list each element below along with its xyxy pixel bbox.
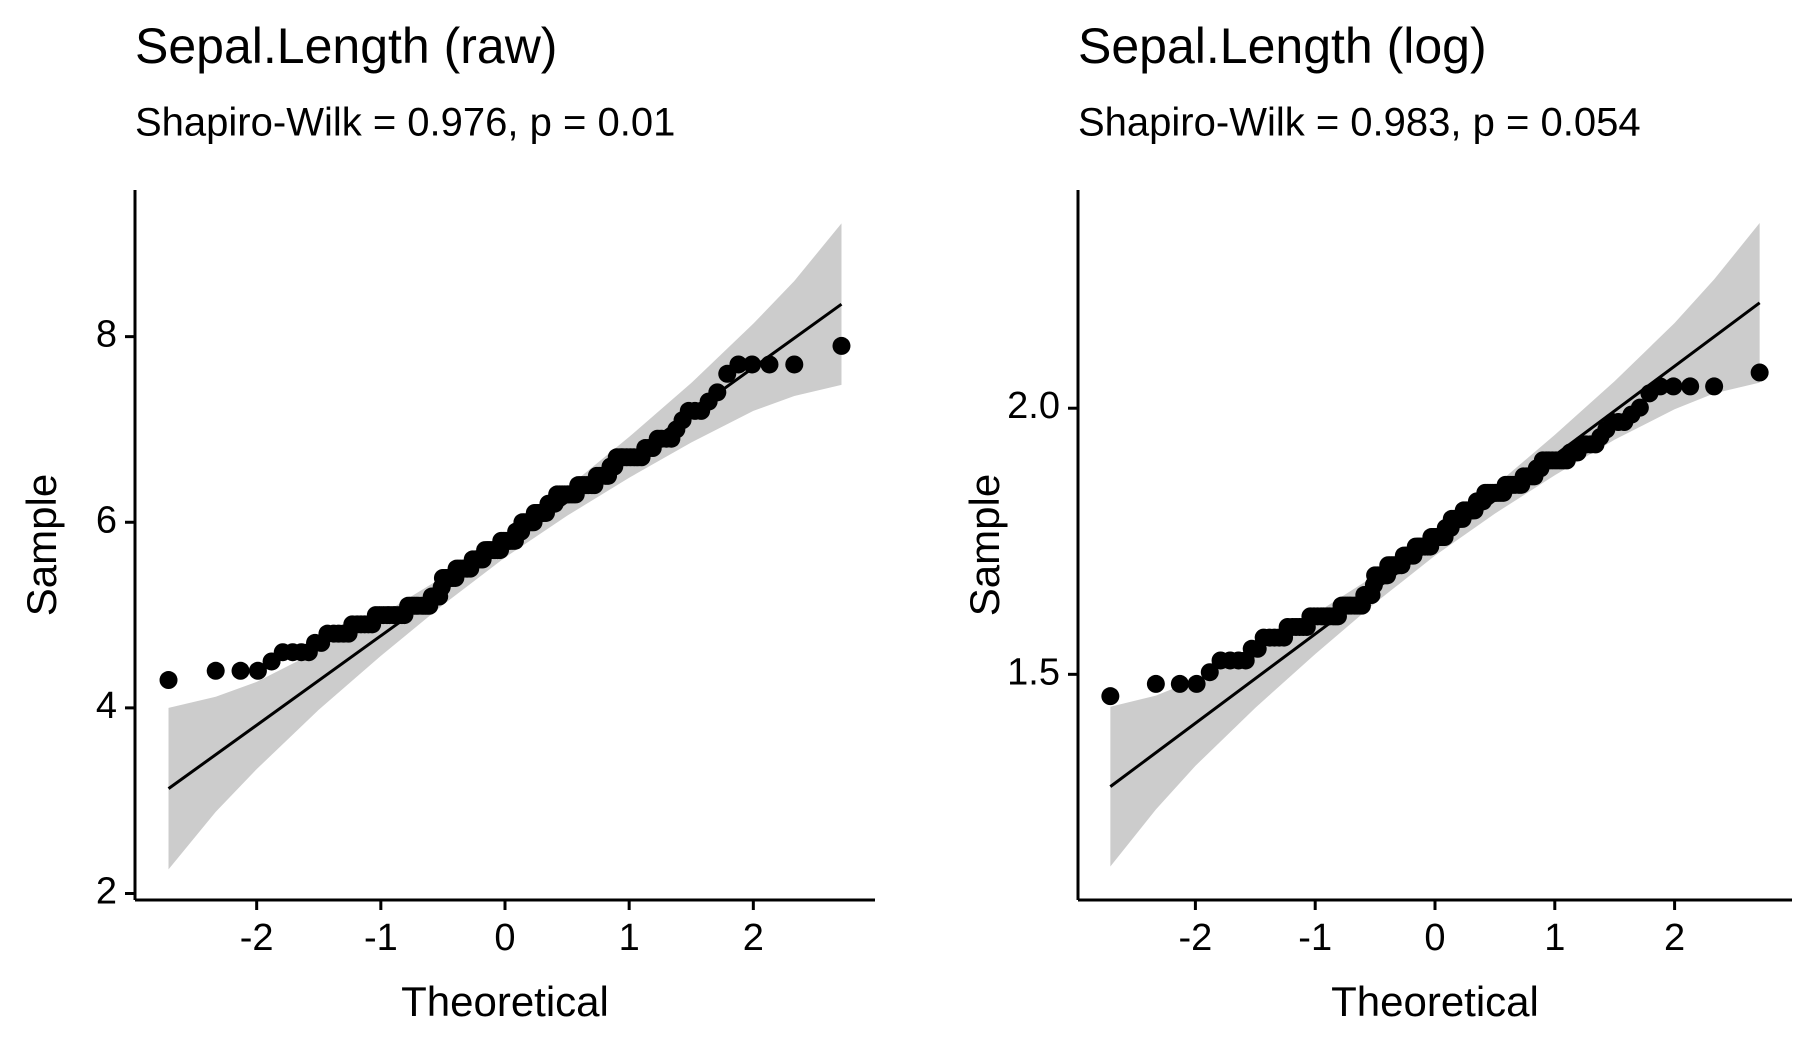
x-tick-label: 0 <box>494 917 515 959</box>
x-tick-label: 2 <box>1664 917 1685 959</box>
point <box>760 355 779 374</box>
point <box>231 661 250 680</box>
y-axis-title: Sample <box>961 474 1008 616</box>
point <box>1681 377 1700 396</box>
y-tick-label: 1.5 <box>1007 651 1060 693</box>
y-tick-label: 6 <box>96 499 117 541</box>
point <box>1664 377 1683 396</box>
point <box>743 355 762 374</box>
x-tick-label: 1 <box>1544 917 1565 959</box>
y-tick-label: 8 <box>96 314 117 356</box>
x-tick-label: 1 <box>619 917 640 959</box>
panel-title: Sepal.Length (log) <box>1078 18 1487 74</box>
panel: Sepal.Length (log) Shapiro-Wilk = 0.983, … <box>961 18 1792 1025</box>
x-axis-title: Theoretical <box>401 978 609 1025</box>
point <box>159 671 178 690</box>
x-tick-label: -1 <box>364 917 398 959</box>
point <box>832 336 851 355</box>
point <box>1101 687 1120 706</box>
x-tick-label: -2 <box>240 917 274 959</box>
point <box>1187 674 1206 693</box>
y-tick-label: 4 <box>96 685 117 727</box>
x-tick-label: -1 <box>1298 917 1332 959</box>
panel-subtitle: Shapiro-Wilk = 0.983, p = 0.054 <box>1078 101 1641 145</box>
x-axis-title: Theoretical <box>1331 978 1539 1025</box>
point <box>248 661 267 680</box>
panel-title: Sepal.Length (raw) <box>135 18 557 74</box>
point <box>1200 663 1219 682</box>
point <box>1630 398 1649 417</box>
point <box>1170 674 1189 693</box>
x-tick-label: 2 <box>743 917 764 959</box>
point <box>1651 377 1670 396</box>
y-axis-title: Sample <box>18 474 65 616</box>
point <box>1705 377 1724 396</box>
point <box>206 661 225 680</box>
panel-subtitle: Shapiro-Wilk = 0.976, p = 0.01 <box>135 101 675 145</box>
y-tick-label: 2.0 <box>1007 385 1060 427</box>
x-tick-label: 0 <box>1424 917 1445 959</box>
point <box>729 355 748 374</box>
panel: Sepal.Length (raw) Shapiro-Wilk = 0.976, … <box>18 18 875 1025</box>
y-tick-label: 2 <box>96 871 117 913</box>
point <box>785 355 804 374</box>
x-tick-label: -2 <box>1179 917 1213 959</box>
point <box>1750 363 1769 382</box>
point <box>1146 674 1165 693</box>
point <box>708 383 727 402</box>
